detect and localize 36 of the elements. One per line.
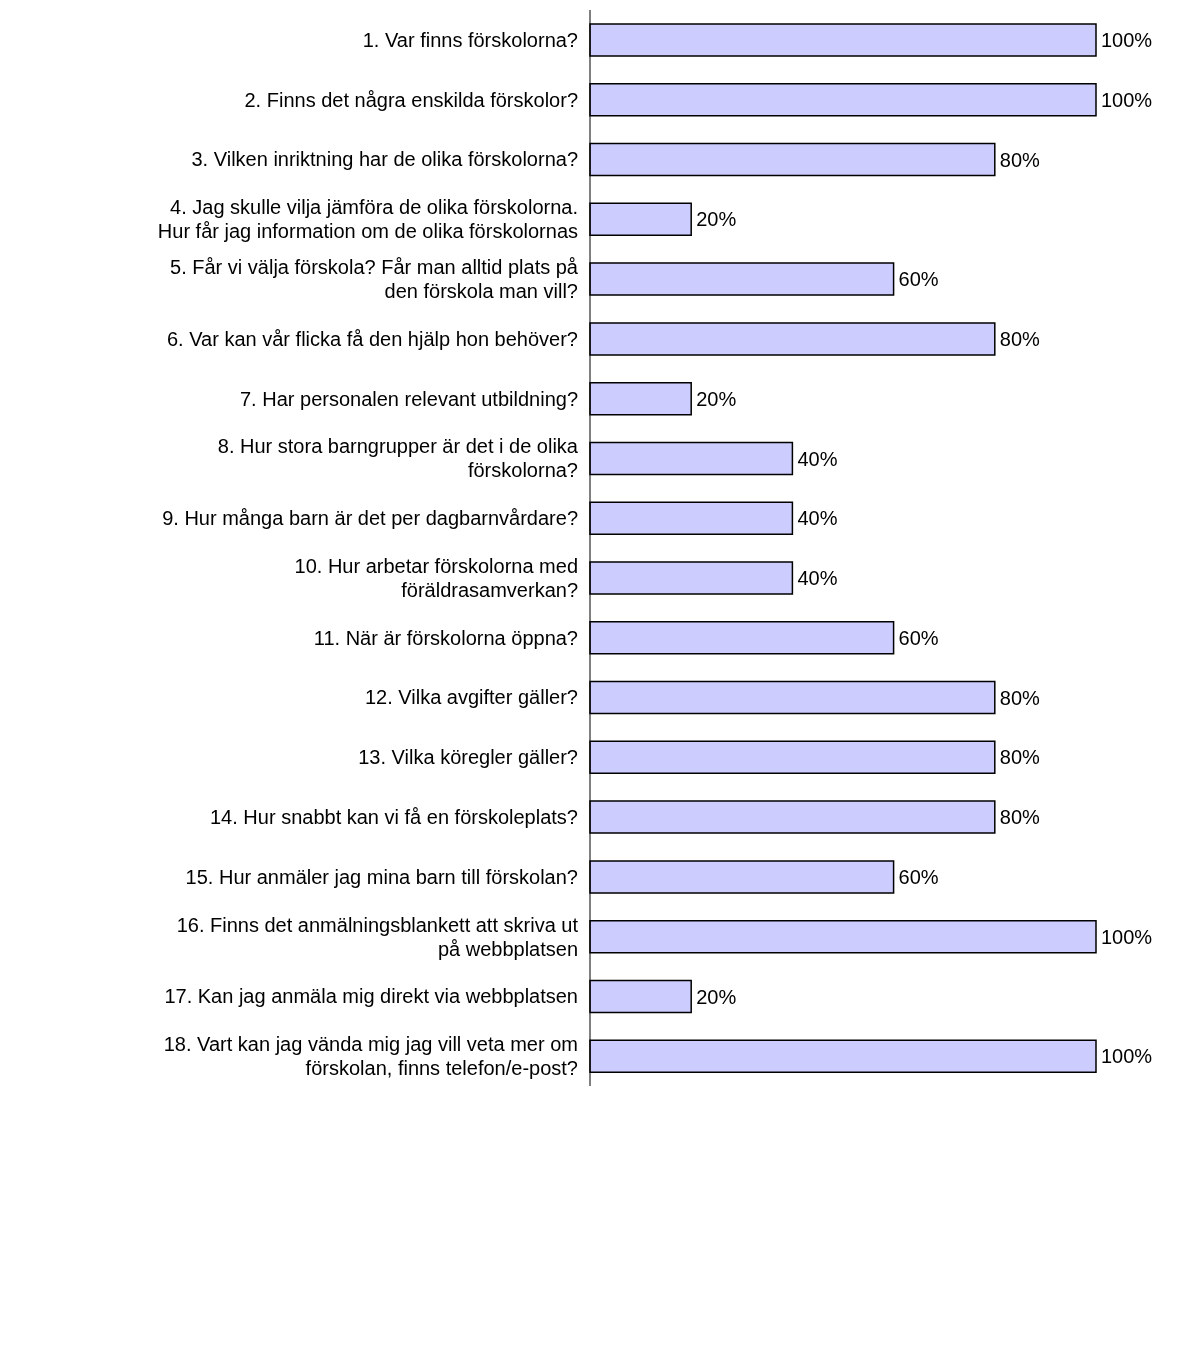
y-tick-label: 14. Hur snabbt kan vi få en förskoleplats? [210, 806, 578, 828]
data-label: 40% [797, 507, 838, 530]
y-tick-label: 8. Hur stora barngrupper är det i de olika förskolorna? [217, 435, 579, 482]
y-tick-label: 1. Var finns förskolorna? [362, 28, 578, 51]
data-label: 100% [1101, 29, 1153, 52]
data-label: 20% [696, 387, 737, 410]
y-tick-label: 17. Kan jag anmäla mig direkt via webbplatsen [164, 985, 578, 1008]
y-tick-label: 5. Får vi välja förskola? Får man alltid plats på den förskola man vill? [170, 256, 579, 302]
data-label: 20% [696, 208, 737, 231]
data-label: 80% [999, 806, 1041, 829]
data-label: 100% [1101, 925, 1153, 948]
data-label: 80% [999, 686, 1041, 709]
y-tick-label: 4. Jag skulle vilja jämföra de olika förskolorna. Hur får jag information om de olika förskolornas [157, 196, 578, 243]
data-label: 80% [999, 327, 1041, 350]
data-label: 60% [898, 268, 939, 291]
y-tick-label: 9. Hur många barn är det per dagbarnvårdare? [162, 507, 578, 530]
data-label: 80% [999, 746, 1041, 769]
data-label: 20% [696, 985, 737, 1008]
y-tick-label: 16. Finns det anmälningsblankett att skriva ut på webbplatsen [176, 913, 579, 960]
y-tick-label: 15. Hur anmäler jag mina barn till förskolan? [185, 865, 578, 888]
y-tick-label: 7. Har personalen relevant utbildning? [240, 387, 578, 410]
y-tick-label: 2. Finns det några enskilda förskolor? [244, 88, 578, 111]
y-tick-label: 3. Vilken inriktning har de olika förskolorna? [191, 148, 578, 171]
data-label: 40% [797, 447, 838, 470]
y-tick-label: 12. Vilka avgifter gäller? [364, 686, 578, 709]
data-label: 80% [999, 148, 1041, 171]
y-tick-label: 10. Hur arbetar förskolorna med föräldrasamverkan? [294, 554, 578, 601]
y-tick-label: 18. Vart kan jag vända mig jag vill veta mer om förskolan, finns telefon/e-post? [163, 1033, 578, 1080]
data-label: 40% [797, 567, 838, 590]
data-label: 100% [1101, 1045, 1153, 1068]
data-label: 100% [1101, 88, 1153, 111]
data-label: 60% [898, 865, 939, 888]
y-tick-label: 11. När är förskolorna öppna? [313, 626, 578, 649]
y-tick-label: 6. Var kan vår flicka få den hjälp hon behöver? [167, 327, 578, 350]
data-label: 60% [898, 626, 939, 649]
y-tick-label: 13. Vilka köregler gäller? [358, 746, 578, 769]
